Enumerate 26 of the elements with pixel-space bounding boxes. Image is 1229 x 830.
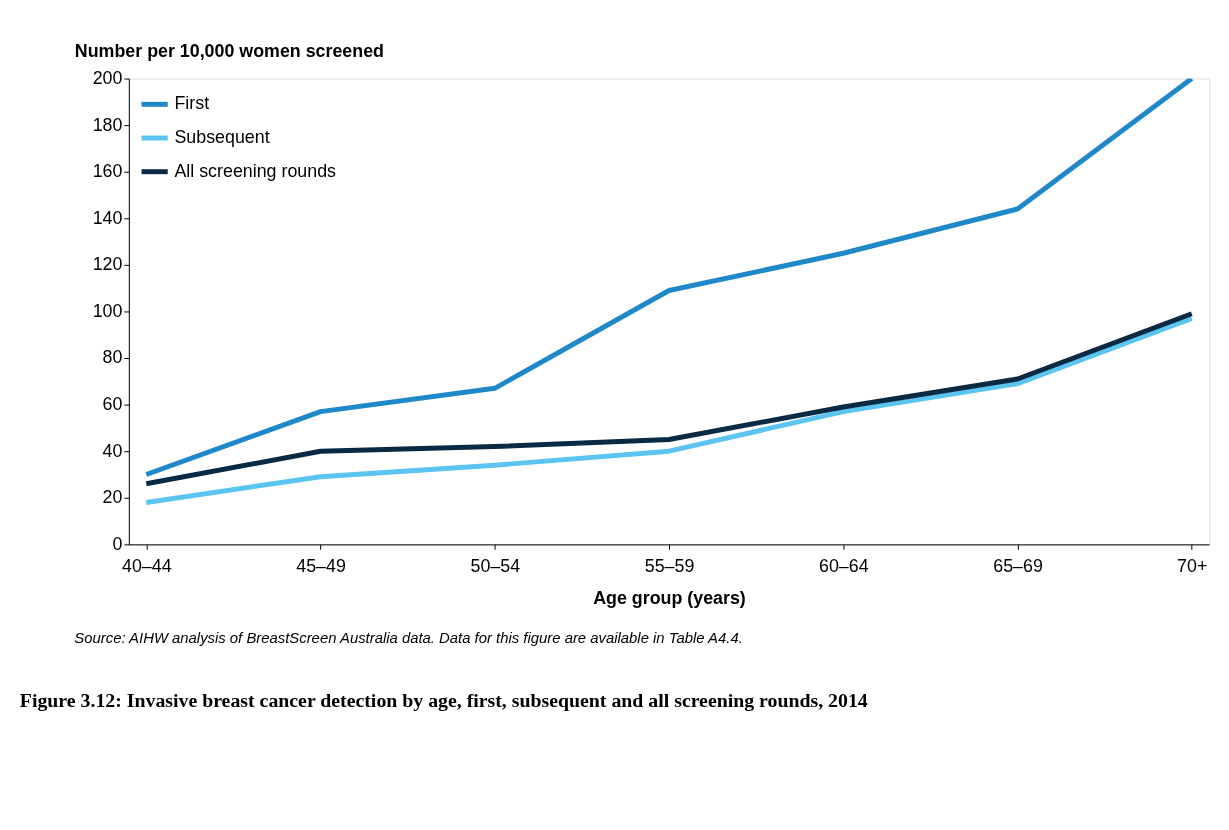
x-tick-label: 55–59 [644,555,695,576]
y-tick-label: 120 [92,254,123,275]
x-tick-label: 50–54 [470,555,521,576]
x-tick-label: 60–64 [818,555,869,576]
x-tick-label: 70+ [1177,555,1208,576]
y-axis-title: Number per 10,000 women screened [74,41,384,62]
y-tick-label: 140 [92,207,123,228]
x-tick-label: 65–69 [993,555,1043,576]
y-tick-label: 20 [102,487,123,508]
y-tick-label: 100 [92,300,123,321]
x-axis-title: Age group (years) [593,588,746,609]
y-tick-label: 0 [112,533,123,554]
y-tick-label: 60 [102,394,123,415]
y-tick-label: 160 [92,161,123,182]
source-note: Source: AIHW analysis of BreastScreen Australia data. Data for this figure are available in Table A4.4. [74,630,743,647]
x-tick-label: 45–49 [296,555,346,576]
legend-label: All screening rounds [174,160,337,181]
y-tick-label: 40 [102,440,123,461]
legend-label: First [174,93,210,114]
text: Figure 3.12: Invasive breast cancer detection by age, first, subsequent and all screening rounds, 2014 [19,688,868,711]
y-tick-label: 180 [92,114,123,135]
y-tick-label: 80 [102,347,123,368]
line-series [143,78,1195,477]
legend-label: Subsequent [174,126,270,147]
y-tick-label: 200 [92,67,123,88]
x-tick-label: 40–44 [121,555,172,576]
